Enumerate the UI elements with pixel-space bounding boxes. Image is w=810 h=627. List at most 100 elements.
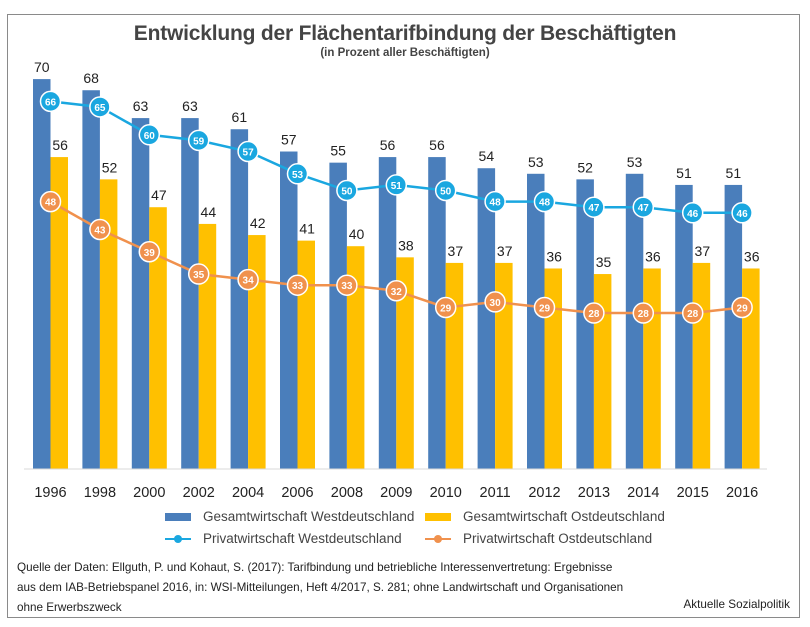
x-tick-label-2009: 2009 — [380, 485, 412, 501]
x-tick-label-2011: 2011 — [480, 485, 511, 501]
marker-privat-west-2016 — [731, 202, 753, 224]
bar-gesamt-west-2004 — [230, 129, 249, 470]
bar-label-gesamt-west-2012: 53 — [528, 154, 544, 170]
bar-gesamt-ost-2010 — [445, 262, 464, 469]
x-tick-label-1996: 1996 — [34, 485, 66, 501]
bar-labels-layer: 70 68 63 63 61 57 55 56 56 54 53 52 53 51 51 56 52 47 44 42… — [34, 59, 760, 270]
marker-label-privat-ost-2014: 28 — [638, 309, 650, 320]
bar-gesamt-west-1998 — [82, 90, 100, 470]
marker-privat-west-2010 — [434, 179, 457, 202]
bar-gesamt-ost-2009 — [396, 257, 414, 469]
source-note: Quelle der Daten: Ellguth, P. und Kohaut… — [17, 558, 677, 618]
marker-privat-ost-2004 — [237, 268, 259, 291]
bars-layer — [33, 79, 760, 470]
bar-gesamt-west-2013 — [576, 179, 594, 470]
source-line-1: Quelle der Daten: Ellguth, P. und Kohaut… — [17, 561, 613, 574]
bar-gesamt-ost-2014 — [643, 268, 661, 469]
marker-privat-ost-2000 — [138, 241, 161, 263]
bar-label-gesamt-west-2015: 51 — [676, 165, 692, 181]
marker-privat-west-2012 — [533, 190, 556, 213]
bar-label-gesamt-ost-2011: 37 — [497, 243, 513, 259]
publisher-credit: Aktuelle Sozialpolitik — [683, 598, 790, 611]
chart-title: Entwicklung der Flächentarifbindung der … — [133, 22, 677, 45]
marker-label-privat-west-2015: 46 — [687, 209, 699, 220]
bar-gesamt-ost-2000 — [149, 207, 167, 469]
legend-swatch-line-icon — [425, 534, 451, 544]
bar-gesamt-ost-2016 — [742, 268, 760, 469]
marker-privat-ost-2006 — [286, 274, 309, 296]
bar-gesamt-ost-1998 — [99, 179, 118, 470]
bar-label-gesamt-ost-2013: 35 — [596, 254, 612, 270]
marker-privat-ost-2014 — [632, 302, 655, 324]
bar-label-gesamt-ost-2015: 37 — [695, 243, 711, 259]
bar-label-gesamt-ost-2002: 44 — [201, 204, 217, 220]
marker-label-privat-west-2011: 48 — [490, 198, 502, 209]
bar-gesamt-ost-1996 — [50, 157, 68, 469]
marker-privat-ost-2013 — [583, 302, 605, 324]
x-tick-label-2006: 2006 — [281, 485, 313, 501]
source-line-3: ohne Erwerbszweck — [17, 601, 122, 614]
marker-privat-ost-2011 — [484, 291, 506, 313]
legend-item-privat-west: Privatwirtschaft Westdeutschland — [165, 531, 402, 546]
bar-label-gesamt-ost-2010: 37 — [448, 243, 464, 259]
bar-label-gesamt-west-2004: 61 — [232, 109, 248, 125]
x-tick-label-2000: 2000 — [133, 485, 165, 501]
marker-privat-ost-2012 — [533, 296, 556, 319]
bar-label-gesamt-ost-1998: 52 — [102, 159, 118, 175]
bar-label-gesamt-ost-2009: 38 — [398, 237, 414, 253]
legend-label: Privatwirtschaft Ostdeutschland — [463, 531, 653, 546]
marker-label-privat-west-2012: 48 — [539, 198, 551, 209]
marker-privat-ost-2009 — [385, 280, 408, 302]
marker-privat-ost-2015 — [681, 302, 704, 324]
marker-privat-west-1996 — [39, 90, 62, 113]
bar-gesamt-west-2012 — [527, 173, 545, 470]
marker-label-privat-west-2006: 53 — [292, 170, 304, 181]
marker-label-privat-ost-2004: 34 — [243, 276, 255, 287]
marker-label-privat-west-2008: 50 — [341, 187, 353, 198]
marker-privat-ost-2002 — [187, 263, 210, 285]
marker-label-privat-ost-2008: 33 — [341, 281, 353, 292]
bar-gesamt-west-2011 — [477, 168, 496, 469]
bar-label-gesamt-west-2016: 51 — [726, 165, 742, 181]
marker-label-privat-west-2009: 51 — [391, 181, 403, 192]
bar-gesamt-west-2006 — [280, 151, 298, 469]
bar-gesamt-west-2002 — [181, 118, 199, 469]
x-tick-label-2014: 2014 — [627, 485, 659, 501]
bar-label-gesamt-west-2011: 54 — [479, 148, 495, 164]
marker-label-privat-west-2002: 59 — [193, 136, 205, 147]
marker-privat-ost-2008 — [336, 274, 358, 296]
bar-gesamt-ost-2002 — [198, 223, 217, 469]
bar-label-gesamt-ost-2012: 36 — [546, 248, 562, 264]
bar-gesamt-ost-2011 — [495, 262, 513, 469]
bar-gesamt-west-1996 — [33, 79, 51, 469]
marker-privat-west-2014 — [632, 196, 655, 218]
bar-label-gesamt-ost-2000: 47 — [151, 187, 167, 203]
bar-label-gesamt-ost-2006: 41 — [299, 221, 315, 237]
marker-label-privat-west-1996: 66 — [45, 97, 57, 108]
marker-privat-ost-1996 — [39, 190, 62, 213]
bar-gesamt-ost-2008 — [346, 246, 365, 469]
bar-gesamt-ost-2015 — [692, 262, 711, 469]
source-line-2: aus dem IAB-Betriebspanel 2016, in: WSI-… — [17, 581, 624, 594]
marker-privat-west-2004 — [237, 140, 259, 163]
bar-label-gesamt-west-2000: 63 — [133, 98, 149, 114]
marker-label-privat-ost-2011: 30 — [490, 298, 502, 309]
lines-layer: 66 65 60 59 57 53 50 51 50 48 48 47 47 46 46 48 43 39 35 34… — [39, 90, 753, 324]
bar-gesamt-west-2008 — [329, 162, 347, 469]
x-tick-label-2004: 2004 — [232, 485, 264, 501]
marker-privat-ost-2016 — [731, 296, 753, 319]
marker-privat-ost-2010 — [434, 296, 457, 319]
bar-label-gesamt-west-2008: 55 — [330, 143, 346, 159]
marker-privat-west-2006 — [286, 163, 309, 185]
bar-gesamt-west-2016 — [724, 184, 743, 469]
marker-label-privat-ost-2015: 28 — [687, 309, 699, 320]
legend-swatch-bar-icon — [165, 512, 191, 521]
bar-gesamt-ost-2006 — [297, 240, 315, 469]
marker-label-privat-west-2013: 47 — [588, 203, 600, 214]
marker-label-privat-ost-2009: 32 — [391, 287, 403, 298]
bar-label-gesamt-west-2002: 63 — [182, 98, 198, 114]
marker-label-privat-ost-2002: 35 — [193, 270, 205, 281]
bar-label-gesamt-west-1996: 70 — [34, 59, 50, 75]
marker-privat-west-2000 — [138, 124, 161, 146]
